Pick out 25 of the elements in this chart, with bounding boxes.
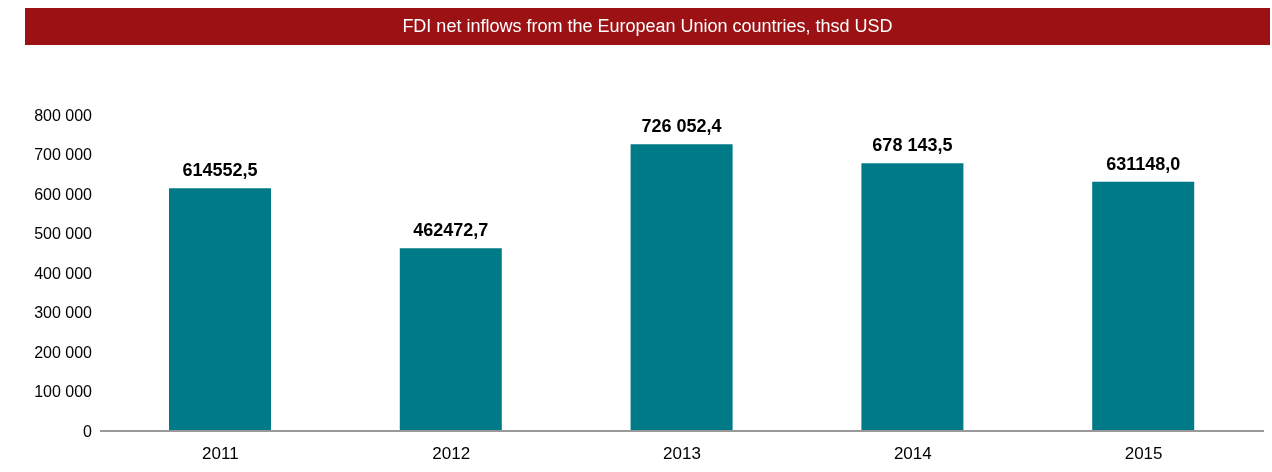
- data-label: 462472,7: [413, 220, 489, 241]
- x-tick-label: 2013: [663, 444, 701, 464]
- y-tick-label: 600 000: [34, 185, 93, 203]
- y-tick-label: 300 000: [34, 304, 93, 322]
- bar: [861, 163, 964, 431]
- data-label: 631148,0: [1106, 153, 1181, 174]
- data-label: 726 052,4: [641, 116, 722, 137]
- y-tick-label: 0: [83, 422, 93, 440]
- x-tick-label: 2015: [1124, 444, 1163, 464]
- y-tick-label: 100 000: [34, 383, 93, 401]
- y-tick-label: 800 000: [34, 106, 93, 124]
- y-tick-label: 500 000: [34, 225, 93, 243]
- bar: [169, 188, 271, 431]
- x-tick-label: 2011: [202, 444, 239, 464]
- bar: [630, 144, 733, 431]
- y-tick-label: 200 000: [34, 343, 93, 361]
- chart-title: FDI net inflows from the European Union countries, thsd USD: [25, 8, 1270, 45]
- bar: [1092, 181, 1195, 431]
- x-tick-label: 2014: [893, 444, 932, 464]
- data-label: 614552,5: [182, 160, 258, 181]
- y-tick-label: 400 000: [34, 264, 93, 282]
- x-tick-label: 2012: [432, 444, 471, 464]
- bar: [399, 248, 502, 431]
- y-tick-label: 700 000: [34, 146, 93, 164]
- data-label: 678 143,5: [872, 135, 953, 156]
